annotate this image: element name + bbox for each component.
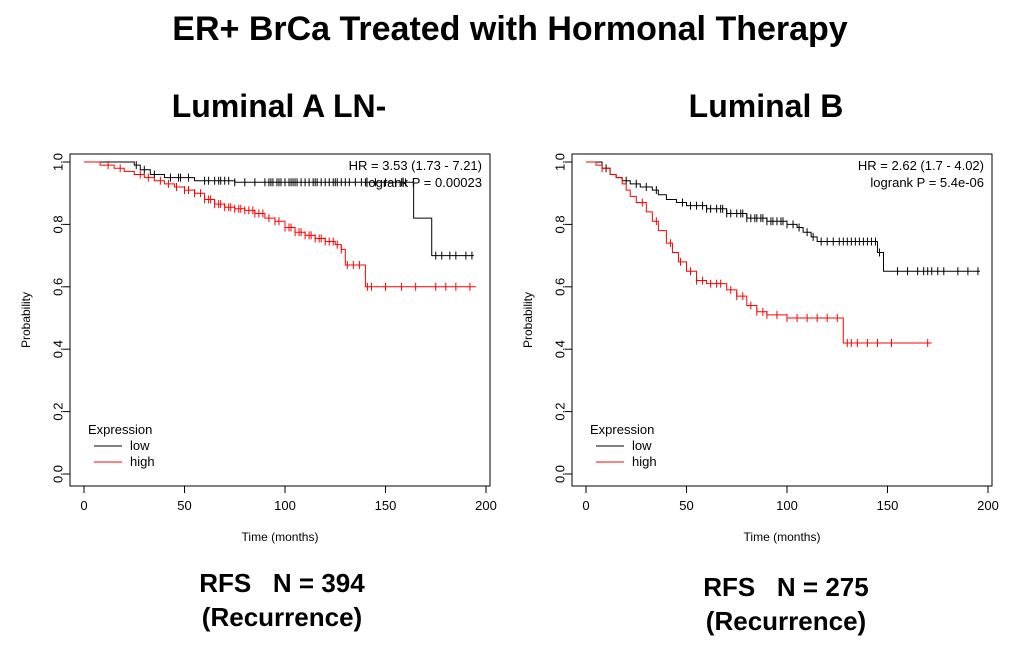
- legend-label-high: high: [130, 454, 155, 469]
- panel-title-luminal-b: Luminal B: [688, 88, 844, 124]
- y-tick-label: 1.0: [51, 153, 66, 171]
- km-chart-luminal-a: 0 50 100 150 200 0.0 0.2 0.4 0.6 0.8 1.0 Time (mont…: [19, 153, 497, 544]
- y-tick-label: 0.0: [553, 465, 568, 483]
- km-chart-luminal-b: 0 50 100 150 200 0.0 0.2 0.4 0.6 0.8 1.0 Time (mont…: [521, 153, 999, 544]
- hr-annotation: HR = 2.62 (1.7 - 4.02): [858, 158, 984, 173]
- caption-luminal-a: RFS N = 394 (Recurrence): [62, 566, 502, 634]
- y-tick-label: 0.4: [51, 340, 66, 358]
- y-tick-label: 1.0: [553, 153, 568, 171]
- legend-title: Expression: [88, 422, 152, 437]
- caption-endpoint: (Recurrence): [705, 606, 867, 636]
- legend-label-low: low: [130, 438, 150, 453]
- x-tick-label: 0: [80, 498, 87, 513]
- x-tick-label: 150: [375, 498, 397, 513]
- y-tick-label: 0.8: [51, 215, 66, 233]
- x-tick-label: 150: [877, 498, 899, 513]
- y-axis-label: Probability: [521, 292, 535, 348]
- panel-title-luminal-a: Luminal A LN-: [171, 88, 387, 124]
- x-tick-label: 50: [679, 498, 693, 513]
- legend-label-low: low: [632, 438, 652, 453]
- x-tick-label: 50: [177, 498, 191, 513]
- y-tick-label: 0.0: [51, 465, 66, 483]
- caption-endpoint: (Recurrence): [201, 602, 363, 632]
- y-tick-label: 0.8: [553, 215, 568, 233]
- x-tick-label: 0: [582, 498, 589, 513]
- km-curve-low: [84, 161, 474, 257]
- x-tick-label: 200: [475, 498, 497, 513]
- logrank-annotation: logrank P = 5.4e-06: [870, 175, 984, 190]
- caption-rfs-count: RFS N = 394: [199, 568, 365, 598]
- y-tick-label: 0.6: [51, 278, 66, 296]
- km-curve-high: [586, 161, 932, 344]
- y-tick-label: 0.4: [553, 340, 568, 358]
- x-tick-label: 200: [977, 498, 999, 513]
- plot-frame: [69, 153, 491, 487]
- y-tick-label: 0.2: [553, 403, 568, 421]
- x-axis-label: Time (months): [242, 530, 319, 544]
- plot-frame: [571, 153, 993, 487]
- legend-label-high: high: [632, 454, 657, 469]
- legend-title: Expression: [590, 422, 654, 437]
- hr-annotation: HR = 3.53 (1.73 - 7.21): [349, 158, 482, 173]
- x-tick-label: 100: [776, 498, 798, 513]
- x-tick-label: 100: [274, 498, 296, 513]
- y-axis-label: Probability: [19, 292, 33, 348]
- main-title: ER+ BrCa Treated with Hormonal Therapy: [172, 10, 848, 48]
- caption-luminal-b: RFS N = 275 (Recurrence): [566, 570, 1006, 638]
- y-tick-label: 0.6: [553, 278, 568, 296]
- x-axis-label: Time (months): [744, 530, 821, 544]
- y-tick-label: 0.2: [51, 403, 66, 421]
- caption-rfs-count: RFS N = 275: [703, 572, 869, 602]
- logrank-annotation: logrank P = 0.00023: [366, 175, 483, 190]
